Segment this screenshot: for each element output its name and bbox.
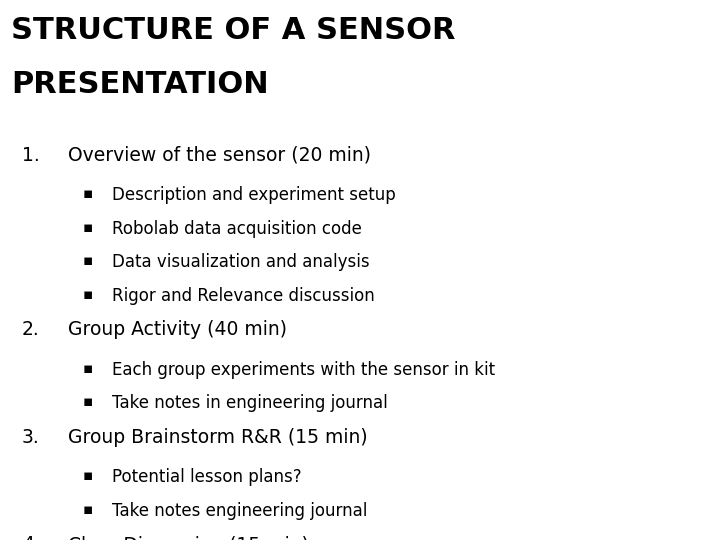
Text: ▪: ▪ bbox=[83, 361, 93, 376]
Text: ▪: ▪ bbox=[83, 394, 93, 409]
Text: ▪: ▪ bbox=[83, 220, 93, 235]
Text: PRESENTATION: PRESENTATION bbox=[11, 70, 269, 99]
Text: STRUCTURE OF A SENSOR: STRUCTURE OF A SENSOR bbox=[11, 16, 455, 45]
Text: Take notes engineering journal: Take notes engineering journal bbox=[112, 502, 367, 519]
Text: ▪: ▪ bbox=[83, 468, 93, 483]
Text: Group Brainstorm R&R (15 min): Group Brainstorm R&R (15 min) bbox=[68, 428, 368, 447]
Text: ▪: ▪ bbox=[83, 253, 93, 268]
Text: Rigor and Relevance discussion: Rigor and Relevance discussion bbox=[112, 287, 374, 305]
Text: 1.: 1. bbox=[22, 146, 40, 165]
Text: Potential lesson plans?: Potential lesson plans? bbox=[112, 468, 301, 486]
Text: ▪: ▪ bbox=[83, 186, 93, 201]
Text: Overview of the sensor (20 min): Overview of the sensor (20 min) bbox=[68, 146, 372, 165]
Text: Description and experiment setup: Description and experiment setup bbox=[112, 186, 395, 204]
Text: 3.: 3. bbox=[22, 428, 40, 447]
Text: Data visualization and analysis: Data visualization and analysis bbox=[112, 253, 369, 271]
Text: Group Activity (40 min): Group Activity (40 min) bbox=[68, 320, 287, 339]
Text: Class Discussion (15 min): Class Discussion (15 min) bbox=[68, 535, 310, 540]
Text: 2.: 2. bbox=[22, 320, 40, 339]
Text: 4.: 4. bbox=[22, 535, 40, 540]
Text: Robolab data acquisition code: Robolab data acquisition code bbox=[112, 220, 361, 238]
Text: Take notes in engineering journal: Take notes in engineering journal bbox=[112, 394, 387, 412]
Text: Each group experiments with the sensor in kit: Each group experiments with the sensor i… bbox=[112, 361, 495, 379]
Text: ▪: ▪ bbox=[83, 502, 93, 517]
Text: ▪: ▪ bbox=[83, 287, 93, 302]
